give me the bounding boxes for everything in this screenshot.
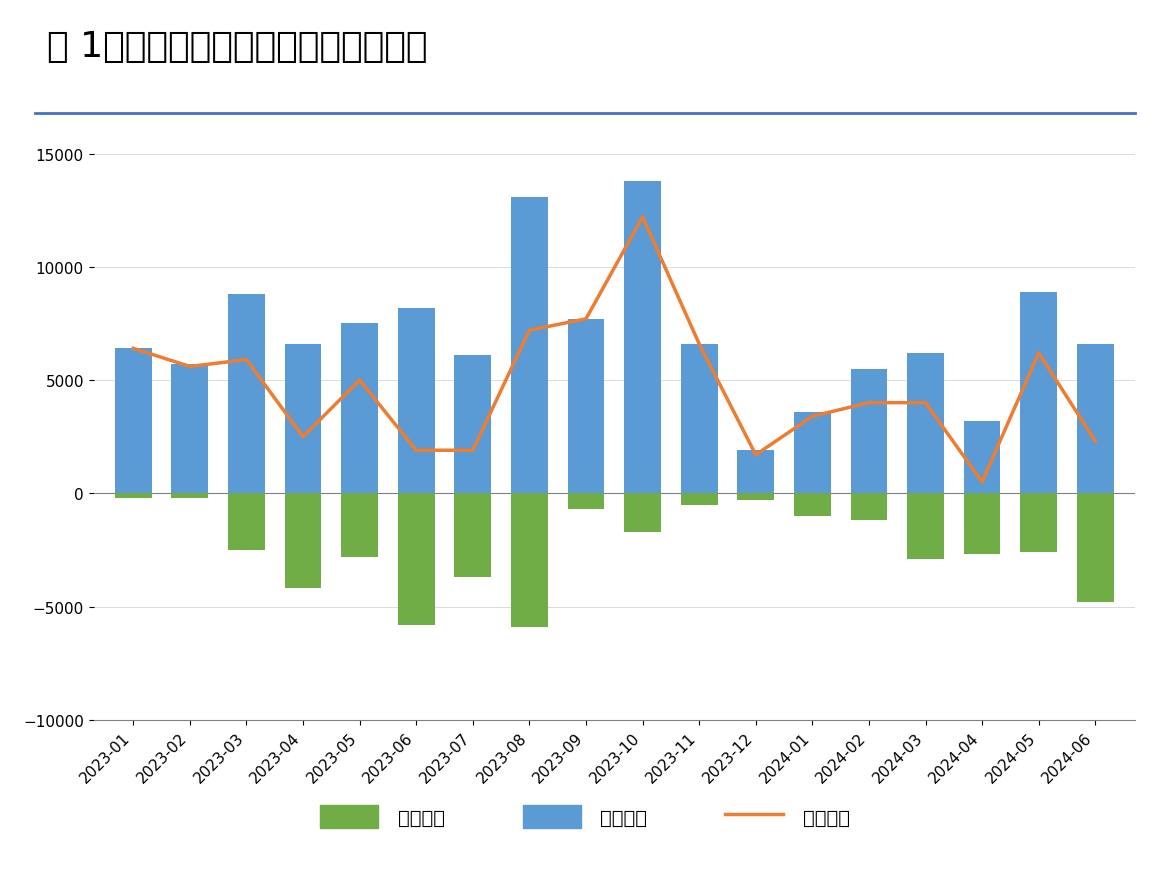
Bar [681,344,717,493]
Bar [1020,493,1057,552]
Bar [511,493,548,627]
Bar [172,364,208,493]
Bar [115,349,152,493]
Bar [284,493,322,589]
Bar [284,344,322,493]
Bar [794,413,831,493]
Bar [1076,493,1114,602]
Bar [228,493,264,551]
Bar [624,493,661,532]
Bar [398,308,434,493]
Bar [681,493,717,505]
Bar [907,354,944,493]
Bar [567,320,605,493]
Bar [907,493,944,559]
Bar [1076,344,1114,493]
Bar [737,450,775,493]
Bar [567,493,605,509]
Legend: 总偿还量, 总发行量, 净融资额: 总偿还量, 总发行量, 净融资额 [312,797,858,836]
Bar [964,421,1000,493]
Bar [228,295,264,493]
Bar [851,370,887,493]
Bar [737,493,775,500]
Bar [511,198,548,493]
Bar [342,324,378,493]
Text: 图 1：地方债发行与偿还情况（亿元）: 图 1：地方债发行与偿还情况（亿元） [47,31,427,64]
Bar [342,493,378,557]
Bar [794,493,831,516]
Bar [172,493,208,498]
Bar [115,493,152,498]
Bar [1020,292,1057,493]
Bar [851,493,887,521]
Bar [454,356,491,493]
Bar [398,493,434,625]
Bar [624,182,661,493]
Bar [454,493,491,578]
Bar [964,493,1000,555]
